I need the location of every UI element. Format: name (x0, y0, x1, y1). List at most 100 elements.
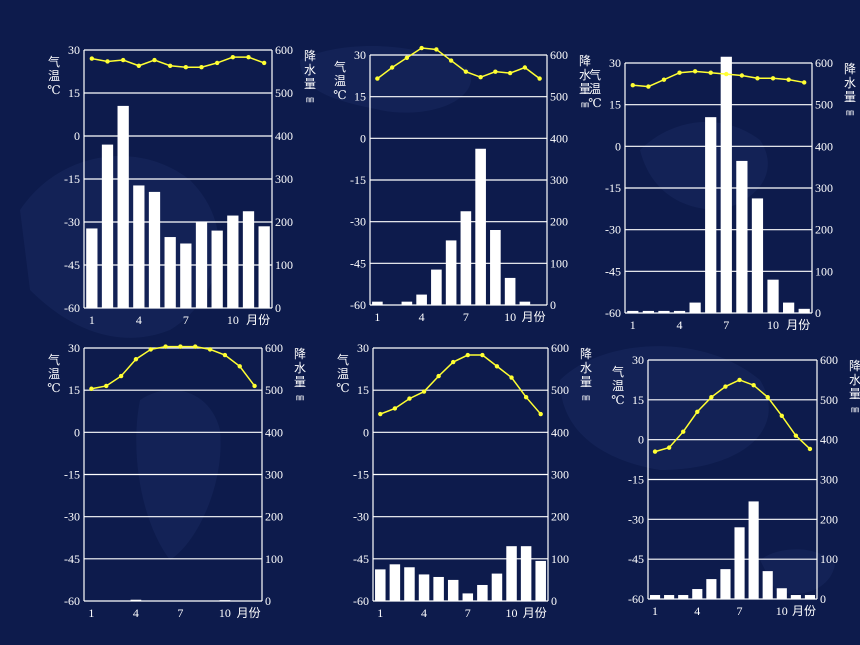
precip-bar (148, 191, 161, 308)
month-tick-label: 10 (227, 313, 239, 327)
temperature-point (779, 413, 784, 418)
precip-axis-label: 水 (579, 68, 591, 82)
month-tick-label: 1 (374, 310, 380, 324)
temperature-point (404, 55, 410, 60)
precip-bar (689, 302, 701, 313)
temperature-point (695, 409, 700, 414)
temperature-point (199, 65, 204, 70)
temperature-point (478, 75, 483, 80)
precip-bar (86, 228, 98, 308)
precip-tick-label: 100 (275, 258, 293, 272)
precip-tick-label: 600 (815, 56, 833, 70)
temp-tick-label: 30 (632, 353, 644, 367)
temperature-point (246, 54, 251, 60)
temp-tick-label: 15 (632, 393, 644, 407)
precip-bar (720, 569, 731, 599)
precip-tick-label: 600 (275, 43, 293, 57)
precip-bar (227, 215, 239, 308)
precip-axis-label: ㎜ (582, 393, 590, 402)
precip-tick-label: 100 (265, 552, 283, 566)
precip-bar (783, 302, 795, 313)
month-tick-label: 10 (767, 318, 779, 332)
precip-tick-label: 0 (550, 298, 556, 312)
temp-tick-label: -45 (353, 552, 369, 566)
month-tick-label: 7 (183, 313, 189, 327)
precip-bar (133, 185, 145, 308)
precip-axis-label: 降 (849, 359, 860, 373)
temp-axis-label: ℃ (588, 96, 601, 110)
temperature-line (380, 354, 542, 415)
precip-bar (520, 546, 532, 601)
month-tick-label: 10 (506, 606, 518, 620)
temp-tick-label: 30 (68, 43, 80, 57)
month-tick-label: 4 (694, 604, 700, 618)
temp-tick-label: -15 (353, 468, 369, 482)
temperature-point (522, 65, 528, 70)
temperature-point (378, 411, 383, 417)
month-tick-label: 4 (421, 606, 427, 620)
temp-tick-label: -30 (350, 215, 366, 229)
temp-tick-label: 15 (68, 383, 80, 397)
precip-tick-label: 300 (820, 473, 838, 487)
temperature-point (261, 60, 267, 66)
precip-axis-label: 量 (849, 387, 860, 401)
temp-axis-label: 气 (612, 364, 624, 379)
precip-axis-label: 水 (580, 361, 592, 375)
temperature-point (793, 433, 799, 438)
precip-bar (519, 301, 531, 305)
temperature-point (104, 383, 109, 389)
temperature-point (183, 65, 189, 70)
temp-tick-label: 15 (68, 86, 80, 100)
temperature-point (507, 70, 513, 76)
temp-tick-label: -60 (628, 592, 644, 606)
precip-tick-label: 200 (265, 510, 283, 524)
precip-tick-label: 400 (815, 139, 833, 153)
temperature-point (494, 364, 500, 369)
precip-tick-label: 300 (551, 468, 569, 482)
temp-tick-label: -60 (353, 594, 369, 608)
temp-tick-label: -60 (64, 301, 80, 315)
temperature-point (802, 80, 807, 85)
month-tick-label: 7 (177, 606, 183, 620)
temperature-point (692, 69, 698, 74)
temp-axis-label: 温 (589, 82, 601, 96)
temp-tick-label: 0 (638, 433, 644, 447)
temperature-point (421, 389, 427, 394)
precip-bar (101, 144, 114, 308)
precip-tick-label: 200 (551, 510, 569, 524)
precip-tick-label: 0 (820, 592, 826, 606)
temperature-point (89, 386, 94, 391)
temperature-point (724, 71, 729, 77)
precip-tick-label: 300 (265, 468, 283, 482)
precip-axis-label: 量 (580, 375, 592, 389)
month-tick-label: 4 (419, 310, 425, 324)
temp-axis-label: ℃ (47, 381, 60, 395)
climate-chart-3: 30 15 0 -15 -30 -45 -60 600 500 400 300 200 100 0 1 4 7 1… (588, 56, 856, 332)
precip-axis-label: 水 (849, 373, 860, 387)
precip-tick-label: 500 (820, 393, 838, 407)
temp-tick-label: -45 (350, 256, 366, 270)
month-tick-label: 1 (377, 606, 383, 620)
temperature-point (178, 344, 183, 349)
precip-bar (491, 573, 503, 601)
precip-axis-label: 量 (304, 77, 316, 91)
temp-tick-label: 0 (74, 425, 80, 439)
precip-tick-label: 0 (551, 594, 557, 608)
precip-bar (195, 222, 208, 308)
precip-axis-label: 水 (844, 76, 856, 90)
precip-bar (180, 243, 192, 308)
temperature-point (666, 445, 672, 450)
temperature-point (737, 377, 742, 383)
precip-bar (720, 56, 732, 313)
precip-bar (117, 105, 129, 309)
temp-tick-label: 0 (615, 139, 621, 153)
precip-tick-label: 0 (815, 306, 821, 320)
temp-axis-label: 温 (48, 367, 60, 381)
month-tick-label: 4 (677, 318, 683, 332)
temperature-point (136, 63, 142, 68)
month-tick-label: 1 (89, 313, 95, 327)
precip-bar (462, 593, 474, 601)
temperature-point (509, 375, 514, 380)
climate-chart-2: 30 15 0 -15 -30 -45 -60 600 500 400 300 200 100 0 1 4 7 1… (333, 45, 591, 324)
temperature-point (537, 76, 542, 81)
